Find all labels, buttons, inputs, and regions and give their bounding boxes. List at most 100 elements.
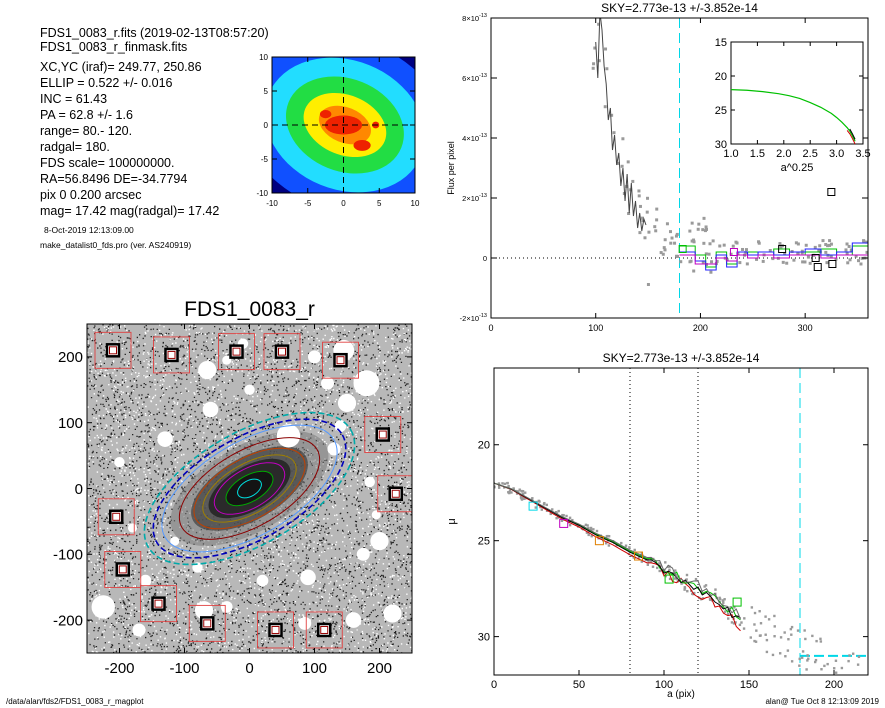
footer-path: /data/alan/fds2/FDS1_0083_r_magplot [6, 697, 144, 706]
mu-scatter-point [727, 617, 730, 620]
inset-xlabel: a^0.25 [781, 162, 814, 174]
mu-scatter-point [722, 606, 725, 610]
flux-scatter-point [771, 257, 775, 261]
flux-scatter-point [847, 244, 851, 248]
mu-scatter-point [796, 629, 800, 632]
mu-scatter-point [607, 535, 611, 538]
flux-scatter-point [757, 241, 761, 245]
y-tick-label: -100 [53, 547, 83, 564]
flux-scatter-point [670, 236, 674, 240]
mu-scatter-point [758, 634, 762, 637]
mu-scatter-point [640, 552, 644, 555]
y-tick-label: 0 [483, 254, 487, 263]
mu-box-marker [664, 574, 674, 584]
mu-scatter-point [664, 561, 667, 564]
inset-curve [730, 89, 856, 142]
mask-region [157, 431, 173, 447]
mu-scatter-point [832, 667, 836, 670]
mu-scatter-point [565, 514, 568, 518]
mu-scatter-point [753, 623, 756, 626]
flux-scatter-point [849, 248, 853, 252]
star-box [375, 427, 390, 442]
mu-scatter-point [585, 531, 589, 534]
star-region [104, 550, 142, 588]
star-core [232, 347, 241, 356]
mu-scatter-point [651, 565, 655, 568]
mu-scatter-point [804, 637, 807, 641]
mu-scatter-point [764, 633, 767, 636]
mu-scatter-point [753, 639, 756, 643]
flux-scatter-point [711, 239, 715, 243]
flux-scatter-point [792, 258, 796, 262]
mask-region [334, 420, 347, 432]
mu-scatter-point [803, 629, 806, 632]
y-tick-label: 0 [75, 481, 83, 498]
y-tick-label: 200 [58, 349, 83, 366]
mu-scatter-point [789, 627, 793, 631]
mu-scatter-point [722, 600, 725, 603]
mu-box-marker [559, 518, 569, 528]
mu-scatter-point [512, 487, 515, 490]
mu-scatter-point [750, 606, 754, 609]
mu-scatter-point [673, 577, 677, 580]
star-region [94, 331, 132, 369]
mu-scatter-point [729, 606, 732, 609]
mu-scatter-point [507, 491, 510, 494]
mu-scatter-point [503, 486, 506, 489]
mu-scatter-point [658, 562, 661, 565]
inset-x-tick-label: 1.5 [750, 148, 765, 160]
flux-scatter-point [804, 243, 808, 247]
flux-scatter-point [655, 207, 659, 211]
flux-scatter-point [669, 241, 673, 245]
mu-scatter-point [714, 588, 717, 591]
x-tick-label: 0 [341, 199, 346, 208]
star-core [336, 356, 345, 365]
flux-scatter-point [729, 252, 733, 256]
mu-frame [493, 367, 869, 676]
header-info: FDS1_0083_r.fits (2019-02-13T08:57:20) F… [40, 26, 269, 250]
mu-ylabel: μ [446, 518, 458, 524]
mu-scatter-point [778, 652, 782, 655]
mu-scatter-point [723, 610, 727, 613]
mu-profile-panel: SKY=2.773e-13 +/-3.852e-14 μ a (pix) 0 50 100… [446, 351, 869, 700]
x-tick-label: -200 [104, 660, 134, 677]
flux-scatter-point [643, 236, 647, 240]
flux-scatter-point [755, 257, 759, 261]
mu-scatter-point [624, 544, 628, 547]
flux-scatter-point [653, 225, 657, 229]
mu-scatter-point [847, 659, 850, 663]
x-tick-label: 300 [798, 323, 813, 333]
mu-scatter-point [734, 621, 737, 624]
inset-x-tick-label: 2.5 [803, 148, 818, 160]
mu-scatter-point [726, 612, 730, 616]
mu-scatter-point [668, 577, 672, 581]
mu-scatter-point [494, 486, 496, 489]
mu-scatter-point [674, 573, 678, 576]
mu-scatter-point [508, 489, 512, 492]
mu-scatter-point [815, 639, 818, 643]
mu-scatter-point [767, 618, 771, 621]
flux-step-series [679, 242, 868, 271]
mask-region [370, 532, 389, 551]
header-line: FDS1_0083_r.fits (2019-02-13T08:57:20) [40, 26, 269, 40]
mu-scatter-point [587, 533, 590, 537]
flux-scatter-point [690, 221, 694, 225]
mu-scatter-point [742, 627, 746, 630]
star-core [378, 430, 387, 439]
x-tick-label: 0 [491, 679, 497, 691]
flux-scatter-point [821, 239, 825, 243]
flux-scatter-point [597, 59, 601, 63]
x-tick-label: 0 [245, 660, 253, 677]
mu-scatter-point [787, 638, 790, 641]
star-core [278, 347, 286, 356]
mu-scatter-point [530, 497, 534, 501]
y-tick-label: 8×10-13 [462, 13, 487, 23]
flux-scatter-point [715, 259, 719, 263]
mu-scatter-point [856, 663, 860, 666]
isophote-ellipse [143, 411, 356, 566]
mask-region [91, 595, 115, 619]
flux-scatter-point [824, 243, 828, 247]
star-core [203, 619, 212, 628]
flux-scatter-point [641, 219, 645, 223]
mu-scatter-point [807, 657, 810, 660]
